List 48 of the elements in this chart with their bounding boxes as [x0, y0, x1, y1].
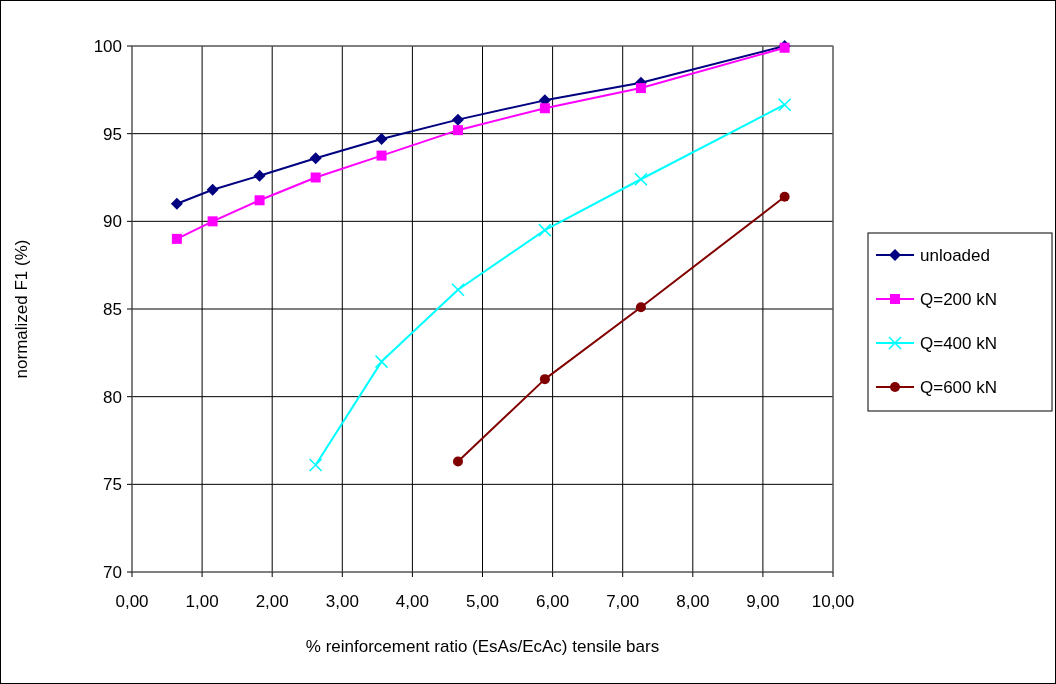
point [451, 113, 464, 126]
x-tick-label: 6,00 [536, 592, 570, 611]
point [171, 233, 182, 244]
x-tick-label: 1,00 [185, 592, 219, 611]
point [374, 354, 389, 369]
legend-label: Q=400 kN [920, 334, 998, 353]
point [375, 132, 388, 145]
point [376, 150, 387, 161]
x-tick-label: 10,00 [811, 592, 855, 611]
x-tick-label: 4,00 [395, 592, 429, 611]
x-tick-label: 9,00 [746, 592, 780, 611]
x-tick-label: 8,00 [676, 592, 710, 611]
point [206, 183, 219, 196]
y-tick-label: 95 [103, 124, 122, 144]
x-tick-label: 3,00 [325, 592, 359, 611]
point [452, 125, 463, 136]
point [779, 191, 790, 202]
point [634, 172, 648, 187]
point [451, 282, 465, 297]
legend-label: Q=600 kN [920, 378, 998, 397]
point [452, 456, 463, 467]
point [253, 169, 266, 182]
point [254, 195, 265, 206]
x-tick-label: 5,00 [465, 592, 500, 611]
x-tick-label: 7,00 [606, 592, 640, 611]
point [635, 83, 646, 94]
point [539, 103, 550, 114]
y-tick-label: 75 [103, 475, 122, 495]
y-tick-label: 85 [103, 300, 122, 319]
y-tick-label: 80 [103, 387, 122, 407]
point [207, 216, 218, 227]
point [635, 302, 646, 313]
legend-label: unloaded [920, 246, 990, 265]
point [538, 223, 552, 237]
point [170, 197, 183, 210]
y-tick-label: 70 [103, 563, 122, 582]
x-tick-label: 0,00 [115, 592, 149, 611]
y-tick-label: 90 [103, 212, 122, 232]
x-tick-label: 2,00 [255, 592, 289, 611]
point [308, 458, 323, 472]
legend-label: Q=200 kN [920, 290, 998, 309]
y-axis-title: normalized F1 (%) [12, 239, 31, 379]
point [539, 374, 550, 385]
y-tick-label: 100 [93, 37, 122, 56]
point [777, 97, 792, 112]
x-axis-title: % reinforcement ratio (EsAs/EcAc) tensile bars [305, 637, 660, 656]
point [309, 152, 322, 165]
point [310, 172, 321, 183]
